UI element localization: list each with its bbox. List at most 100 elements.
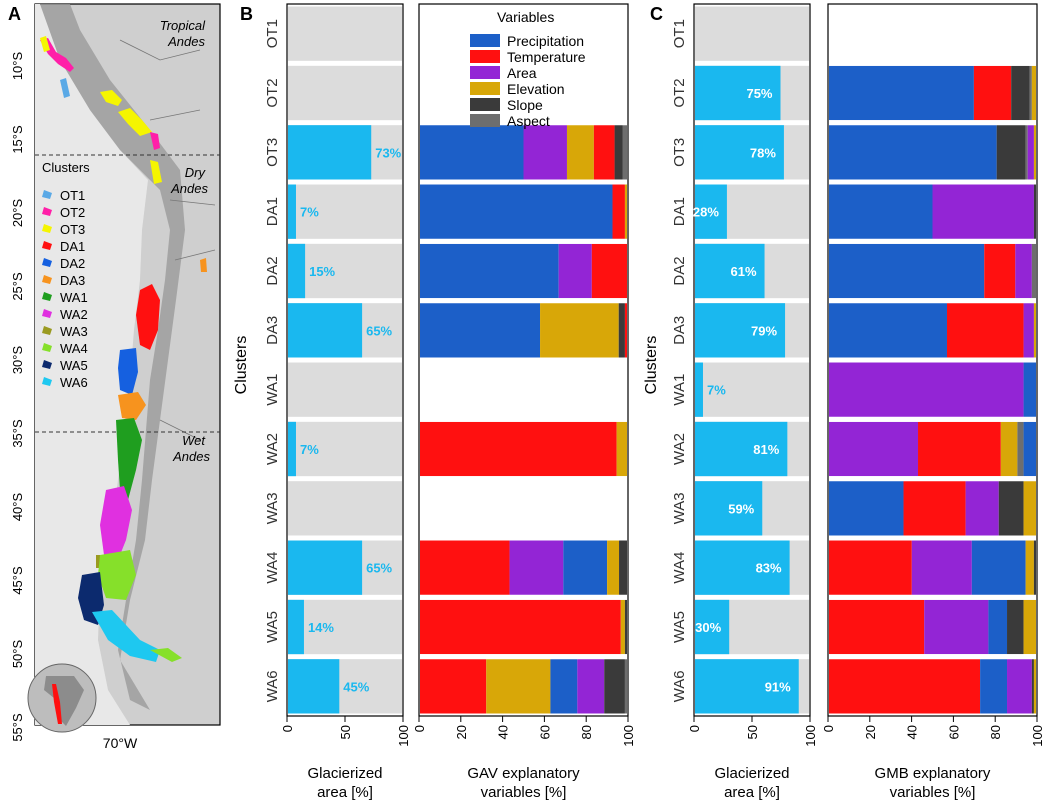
- segment-wa5-precipitation: [988, 599, 1008, 655]
- x-tick-label: 40: [496, 725, 511, 739]
- region-wet-1: Wet: [182, 433, 206, 448]
- segment-wa2-area: [829, 421, 919, 477]
- cluster-shape-ot3-c: [118, 108, 152, 136]
- bar-da3: [288, 303, 363, 358]
- bar-wa5: [288, 599, 304, 655]
- variables-legend-items: PrecipitationTemperatureAreaElevationSlo…: [470, 33, 586, 129]
- cluster-shape-wa6: [92, 610, 160, 662]
- segment-da3-temperature: [946, 303, 1024, 358]
- bar-wa4: [695, 540, 790, 595]
- bar-da3: [695, 303, 786, 358]
- legend-swatch-icon: [42, 360, 52, 369]
- bar-label-da1: 28%: [693, 205, 719, 220]
- x-axis-label-line1: Glacierized: [307, 765, 382, 782]
- segment-da2-aspect: [1031, 243, 1036, 299]
- segment-ot3-slope: [996, 125, 1026, 180]
- legend-swatch-icon: [42, 241, 52, 250]
- segment-wa5-slope: [624, 599, 627, 655]
- segment-ot2-temperature: [973, 65, 1012, 121]
- bar-da2: [288, 243, 306, 299]
- segment-da3-slope: [618, 303, 625, 358]
- segment-wa1-area: [829, 362, 1024, 417]
- legend-swatch-icon: [42, 190, 52, 199]
- variable-swatch: [470, 114, 500, 127]
- ocean-area: [35, 4, 148, 725]
- x-axis-label-line2: variables [%]: [481, 784, 567, 801]
- region-dry-2: Andes: [170, 181, 208, 196]
- segment-da1-area: [932, 184, 1034, 239]
- category-label-wa6: WA6: [264, 670, 281, 702]
- segment-da3-area: [1023, 303, 1034, 358]
- cluster-shape-ot3-a: [40, 36, 50, 52]
- bar-label-wa6: 45%: [343, 679, 369, 694]
- segment-wa3-area: [965, 481, 999, 536]
- latitude-tick-label: 45°S: [10, 566, 25, 595]
- segment-ot2-precipitation: [829, 65, 974, 121]
- bar-label-wa4: 83%: [756, 561, 782, 576]
- segment-wa5-temperature: [829, 599, 925, 655]
- cluster-shape-ot2-b: [150, 132, 160, 150]
- segment-da2-area: [1015, 243, 1032, 299]
- category-label-ot1: OT1: [671, 19, 688, 48]
- map-legend-label: WA4: [60, 341, 88, 356]
- map-legend-item-ot2: OT2: [42, 205, 85, 220]
- category-label-ot3: OT3: [671, 138, 688, 167]
- x-tick-label: 50: [745, 725, 760, 739]
- x-tick-label: 20: [454, 725, 469, 739]
- bar-label-wa5: 30%: [695, 620, 721, 635]
- panel-label-c: C: [650, 4, 663, 24]
- segment-wa4-slope: [619, 540, 627, 595]
- category-label-wa5: WA5: [671, 611, 688, 643]
- bar-wa6: [695, 659, 799, 714]
- segment-da3-temperature: [624, 303, 627, 358]
- map-legend-label: WA6: [60, 375, 88, 390]
- x-tick-label: 0: [280, 725, 295, 732]
- map-legend-item-da3: DA3: [42, 273, 85, 288]
- x-tick-label: 60: [537, 725, 552, 739]
- map-legend-label: DA2: [60, 256, 85, 271]
- map-legend-item-wa3: WA3: [42, 324, 88, 339]
- variables-legend-title: Variables: [497, 9, 554, 25]
- segment-wa6-slope: [604, 659, 625, 714]
- x-tick-label: 100: [1030, 725, 1045, 747]
- cluster-shape-wa4-south: [150, 648, 182, 662]
- region-wet-2: Andes: [172, 449, 210, 464]
- andes-relief: [40, 4, 185, 710]
- category-label-wa1: WA1: [671, 374, 688, 406]
- bar-label-wa2: 7%: [300, 442, 319, 457]
- bar-label-da3: 65%: [366, 323, 392, 338]
- map-legend-label: DA1: [60, 239, 85, 254]
- panel-c-glacierized-area: OT1 75% OT2 78% OT3 28% DA1 61% DA2 79% DA3 7% WA1 81…: [671, 3, 818, 801]
- segment-da2-temperature: [591, 243, 627, 299]
- map-legend-label: OT2: [60, 205, 85, 220]
- bar-wa2: [695, 421, 788, 477]
- variable-swatch: [470, 50, 500, 63]
- segment-wa4-area: [509, 540, 564, 595]
- segment-wa4-elevation: [1025, 540, 1034, 595]
- map-legend-label: WA5: [60, 358, 88, 373]
- variable-legend-item-elevation: Elevation: [470, 81, 565, 97]
- map-legend-item-da2: DA2: [42, 256, 85, 271]
- segment-wa3-elevation: [1023, 481, 1036, 536]
- map-legend-item-da1: DA1: [42, 239, 85, 254]
- map-legend-label: WA1: [60, 290, 88, 305]
- variable-swatch: [470, 34, 500, 47]
- x-axis-label-line2: area [%]: [317, 784, 373, 801]
- variable-legend-label: Area: [507, 65, 537, 81]
- x-tick-label: 60: [946, 725, 961, 739]
- x-tick-label: 100: [621, 725, 636, 747]
- x-tick-label: 100: [396, 725, 411, 747]
- variable-legend-item-area: Area: [470, 65, 537, 81]
- legend-swatch-icon: [42, 326, 52, 335]
- plot-frame: [286, 3, 404, 717]
- category-label-wa3: WA3: [671, 492, 688, 524]
- legend-swatch-icon: [42, 377, 52, 386]
- bar-wa4: [288, 540, 363, 595]
- latitude-tick-label: 10°S: [10, 52, 25, 81]
- map-panel: Tropical Andes Dry Andes Wet Andes: [10, 3, 221, 751]
- panel-b-gav-variables: 0 20 40 60 80 100 GAV explanatory variables [%]: [412, 3, 636, 801]
- segment-da3-precipitation: [420, 303, 541, 358]
- x-tick-label: 50: [338, 725, 353, 739]
- map-legend-label: DA3: [60, 273, 85, 288]
- segment-wa3-precipitation: [829, 481, 904, 536]
